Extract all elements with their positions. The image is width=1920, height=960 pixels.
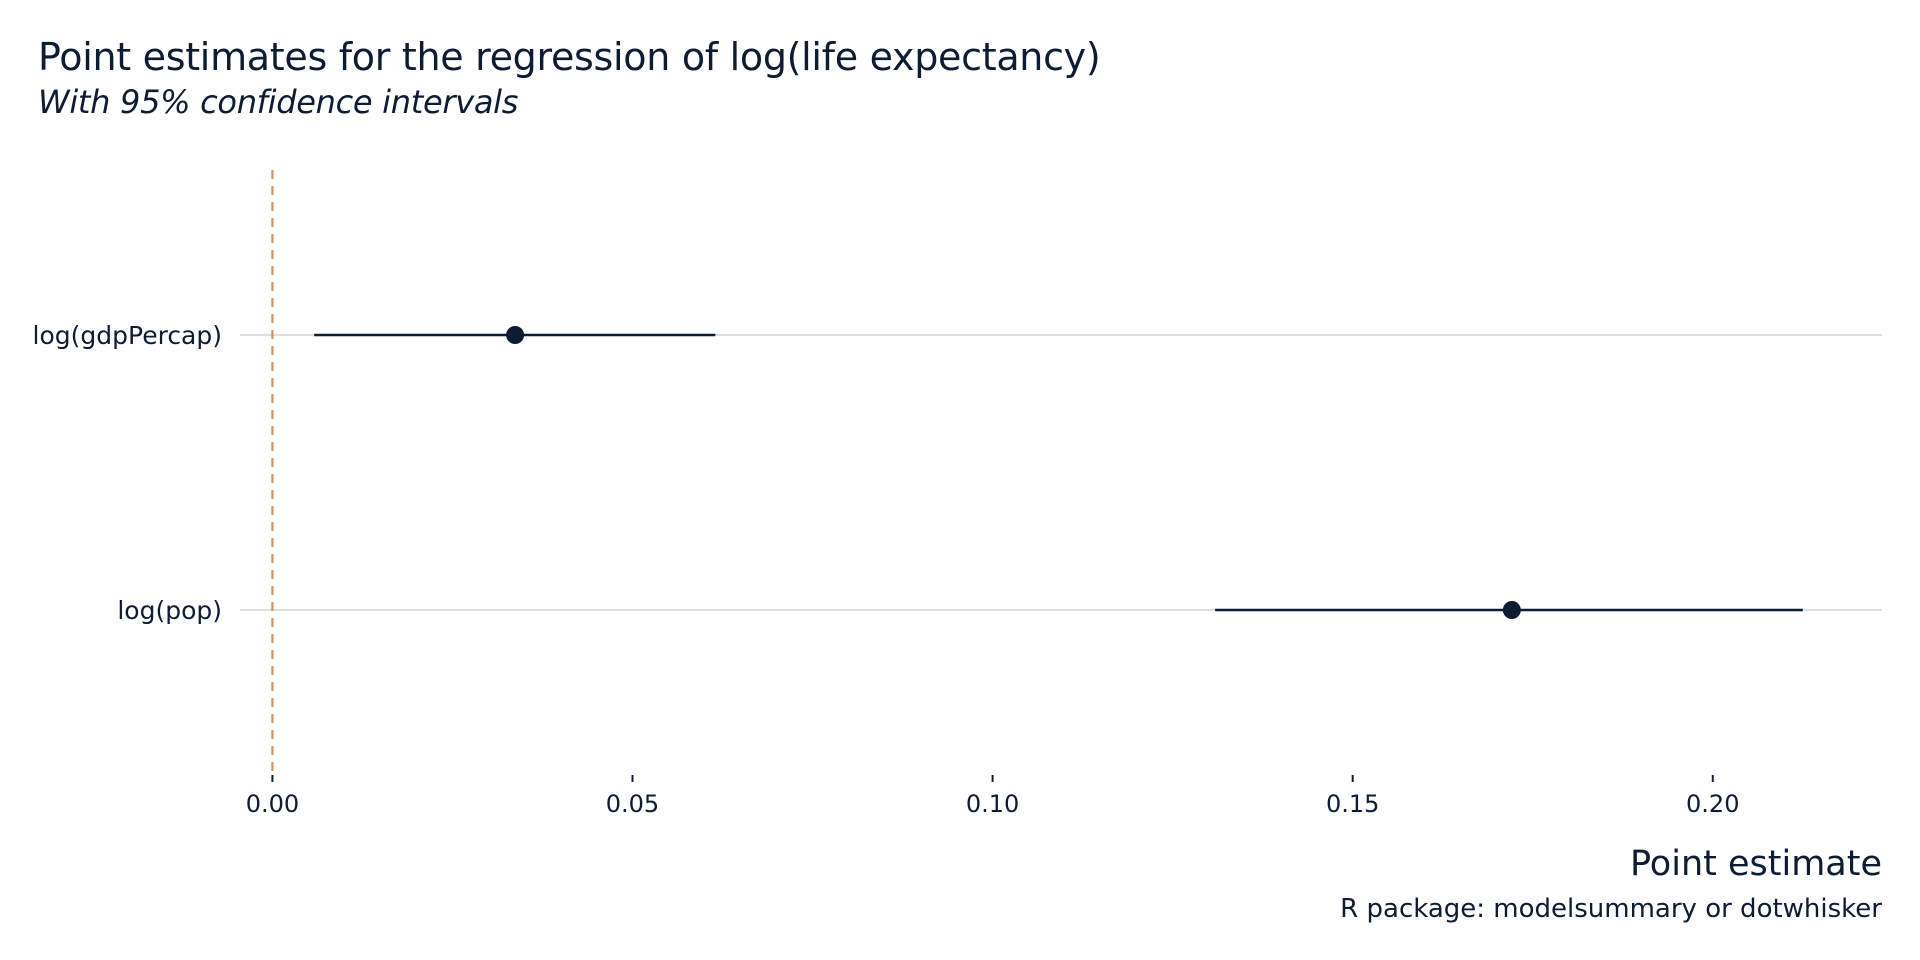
x-axis-label: Point estimate [1630, 844, 1882, 884]
chart-title: Point estimates for the regression of lo… [38, 35, 1101, 79]
point-layer [506, 326, 1521, 619]
grid-layer [240, 334, 1882, 611]
y-tick-labels: log(gdpPercap) log(pop) [33, 321, 222, 625]
point-estimate [506, 326, 525, 344]
x-tick-label: 0.10 [966, 790, 1019, 818]
chart-caption: R package: modelsummary or dotwhisker [1340, 894, 1882, 924]
x-tick-labels: 0.00 0.05 0.10 0.15 0.20 [246, 775, 1739, 818]
interval-layer [314, 333, 1803, 612]
y-tick-label: log(gdpPercap) [33, 321, 222, 350]
x-tick-label: 0.00 [246, 790, 299, 818]
point-estimate [1502, 601, 1521, 619]
x-tick-label: 0.05 [606, 790, 659, 818]
x-tick-label: 0.20 [1686, 790, 1739, 818]
y-tick-label: log(pop) [117, 596, 222, 625]
x-tick-label: 0.15 [1326, 790, 1379, 818]
chart-subtitle: With 95% confidence intervals [38, 83, 519, 121]
